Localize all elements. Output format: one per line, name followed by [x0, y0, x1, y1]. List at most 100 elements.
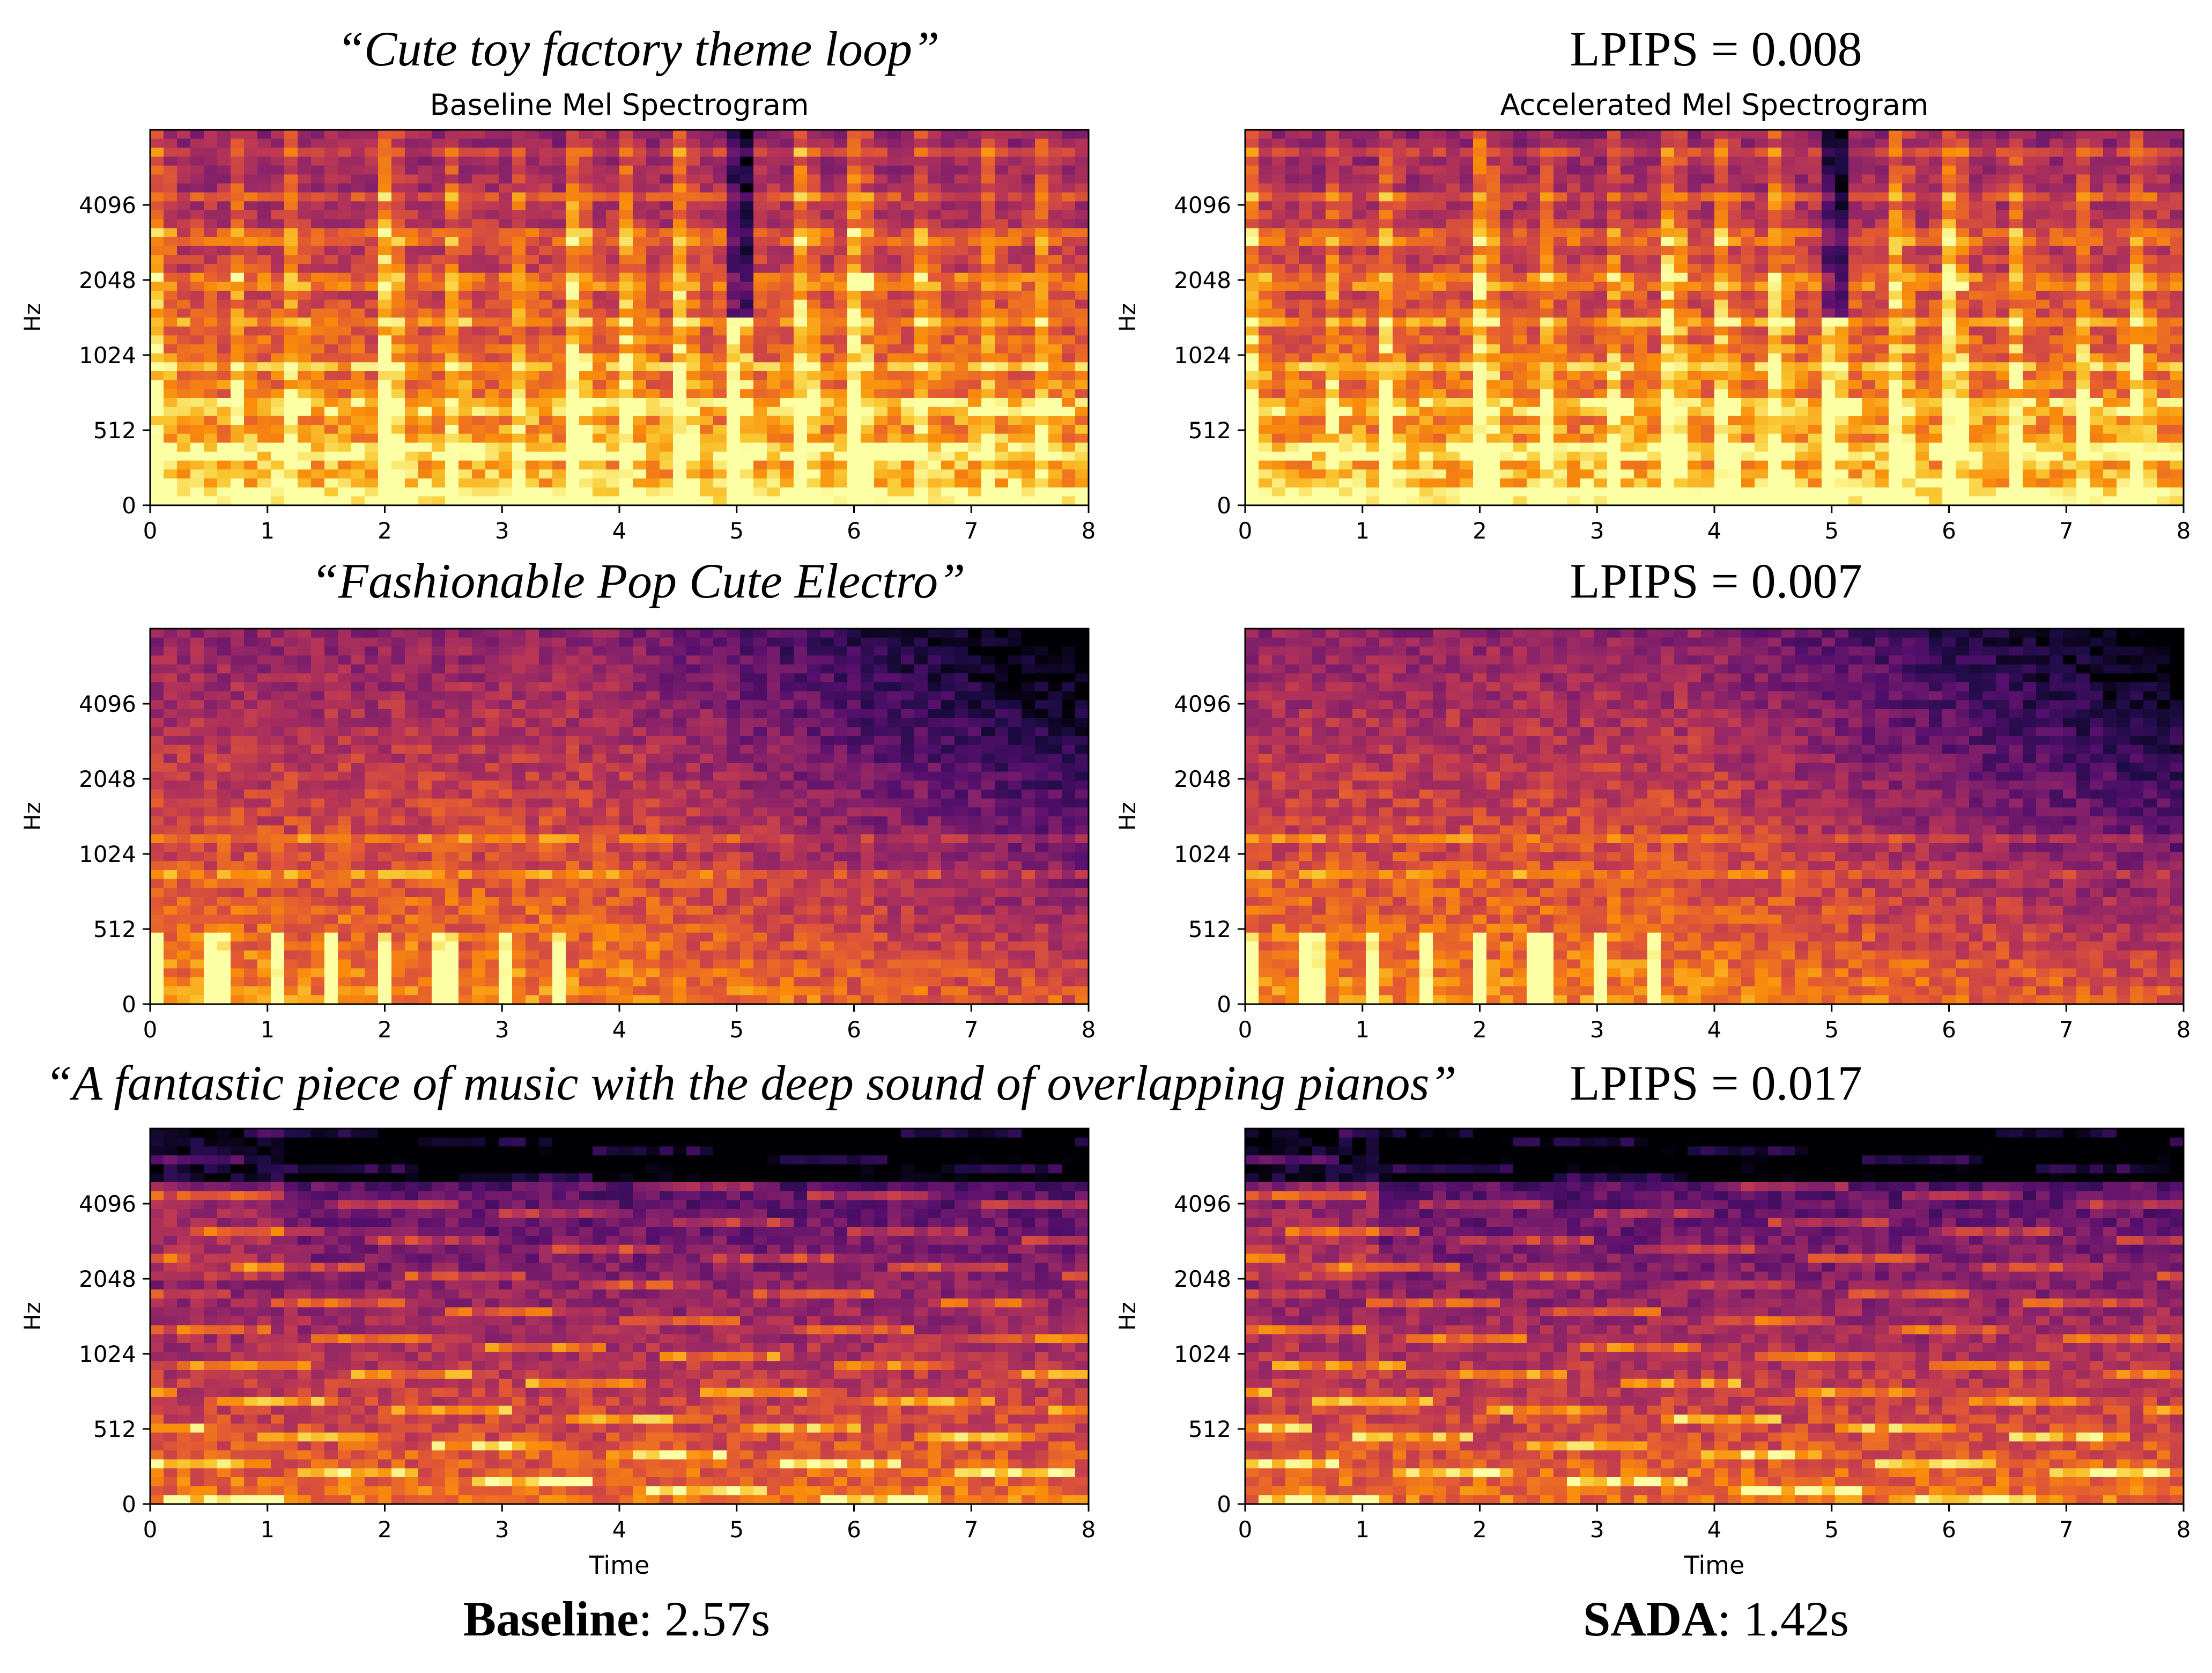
heatmap-cell — [177, 157, 191, 166]
heatmap-cell — [177, 183, 191, 193]
heatmap-cell — [150, 389, 164, 399]
heatmap-cell — [164, 478, 177, 488]
heatmap-cell — [164, 362, 177, 372]
heatmap-cell — [164, 469, 177, 479]
heatmap-cell — [164, 282, 177, 291]
heatmap-cell — [164, 291, 177, 300]
heatmap-cell — [150, 433, 164, 443]
heatmap-cell — [177, 219, 191, 229]
heatmap-cell — [164, 335, 177, 345]
lpips-label-row-1: LPIPS = 0.008 — [1570, 21, 1862, 76]
heatmap-cell — [164, 165, 177, 175]
prompt-caption-row-3: “A fantastic piece of music with the dee… — [45, 1056, 1457, 1110]
heatmap-cell — [150, 416, 164, 425]
heatmap-cell — [164, 264, 177, 274]
heatmap-cell — [177, 210, 191, 220]
heatmap-cell — [177, 130, 191, 139]
heatmap-cell — [150, 174, 164, 184]
heatmap-cell — [164, 308, 177, 318]
sada-name: SADA — [1583, 1591, 1718, 1646]
heatmap-cell — [164, 148, 177, 157]
heatmap-cell — [164, 487, 177, 497]
heatmap-cell — [164, 443, 177, 452]
heatmap-cell — [177, 237, 191, 247]
heatmap-cell — [150, 380, 164, 389]
heatmap-cell — [150, 496, 164, 506]
heatmap-cell — [150, 201, 164, 211]
heatmap-cell — [150, 452, 164, 461]
heatmap-cell — [150, 138, 164, 148]
heatmap-cell — [177, 291, 191, 300]
heatmap-cell — [164, 228, 177, 238]
heatmap-cell — [164, 326, 177, 336]
heatmap-cell — [164, 452, 177, 461]
heatmap-cell — [150, 148, 164, 157]
heatmap-cell — [164, 353, 177, 363]
baseline-name: Baseline — [463, 1591, 639, 1646]
heatmap-cell — [164, 299, 177, 309]
heatmap-cell — [150, 237, 164, 247]
heatmap-cell — [164, 210, 177, 220]
heatmap-cell — [150, 255, 164, 264]
heatmap-cell — [150, 291, 164, 300]
heatmap-cell — [177, 138, 191, 148]
heatmap-cell — [164, 246, 177, 255]
heatmap-cell — [164, 318, 177, 327]
heatmap-cell — [164, 255, 177, 264]
heatmap-cell — [150, 272, 164, 282]
heatmap-cell — [177, 148, 191, 157]
heatmap-cell — [164, 496, 177, 506]
lpips-label-row-3: LPIPS = 0.017 — [1570, 1056, 1862, 1110]
prompt-caption-row-2: “Fashionable Pop Cute Electro” — [310, 554, 966, 608]
sada-time: : 1.42s — [1717, 1591, 1849, 1646]
heatmap-cells — [150, 130, 1089, 506]
heatmap-cell — [164, 425, 177, 434]
heatmap-cell — [150, 362, 164, 372]
heatmap-cell — [150, 246, 164, 255]
heatmap-cell — [150, 130, 164, 139]
heatmap-cell — [177, 282, 191, 291]
heatmap-cell — [150, 443, 164, 452]
heatmap-cell — [177, 192, 191, 202]
heatmap-cell — [164, 272, 177, 282]
heatmap-cell — [150, 487, 164, 497]
heatmap-cell — [164, 183, 177, 193]
heatmap-cell — [164, 237, 177, 247]
heatmap-cell — [150, 183, 164, 193]
heatmap-cell — [164, 138, 177, 148]
heatmap-cell — [150, 219, 164, 229]
heatmap-cell — [150, 371, 164, 381]
heatmap-cell — [177, 299, 191, 309]
heatmap-cell — [177, 201, 191, 211]
heatmap-cell — [164, 407, 177, 416]
heatmap-cell — [164, 344, 177, 354]
heatmap-cell — [164, 130, 177, 139]
heatmap-cell — [150, 299, 164, 309]
heatmap-cell — [164, 380, 177, 389]
heatmap-cell — [150, 228, 164, 238]
heatmap-cell — [164, 416, 177, 425]
sada-time-label: SADA: 1.42s — [1583, 1590, 1849, 1647]
heatmap-cell — [177, 255, 191, 264]
heatmap-cell — [177, 264, 191, 274]
heatmap-cell — [164, 201, 177, 211]
heatmap-cell — [150, 478, 164, 488]
heatmap-cell — [150, 353, 164, 363]
heatmap-cell — [177, 174, 191, 184]
heatmap-cell — [150, 308, 164, 318]
heatmap-cell — [164, 219, 177, 229]
heatmap-cell — [164, 433, 177, 443]
heatmap-cell — [150, 165, 164, 175]
heatmap-cell — [150, 460, 164, 470]
heatmap-cell — [150, 282, 164, 291]
prompt-caption-row-1: “Cute toy factory theme loop” — [336, 21, 940, 76]
heatmap-cell — [177, 246, 191, 255]
baseline-time-label: Baseline: 2.57s — [463, 1590, 771, 1647]
heatmap-cell — [150, 192, 164, 202]
baseline-time: : 2.57s — [638, 1591, 771, 1646]
heatmap-cell — [150, 425, 164, 434]
heatmap-cell — [150, 398, 164, 408]
heatmap-cell — [177, 165, 191, 175]
